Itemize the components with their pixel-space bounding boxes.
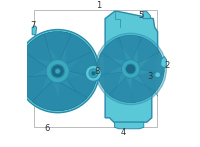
Circle shape (51, 65, 64, 78)
Polygon shape (18, 34, 55, 83)
Text: 8: 8 (94, 67, 100, 76)
Text: 4: 4 (121, 128, 126, 137)
Polygon shape (97, 52, 124, 97)
Circle shape (155, 72, 161, 78)
Text: 3: 3 (148, 72, 153, 81)
Circle shape (126, 64, 136, 74)
Polygon shape (130, 70, 164, 103)
Circle shape (95, 33, 166, 105)
Polygon shape (143, 11, 150, 19)
Circle shape (85, 65, 101, 81)
Polygon shape (61, 66, 85, 81)
Circle shape (55, 69, 60, 74)
Text: 1: 1 (96, 1, 101, 10)
Text: 2: 2 (164, 61, 170, 70)
Polygon shape (57, 72, 97, 111)
Text: 6: 6 (45, 123, 50, 133)
Circle shape (46, 60, 69, 83)
Polygon shape (115, 35, 160, 66)
Polygon shape (21, 32, 71, 63)
Circle shape (121, 60, 140, 78)
Circle shape (16, 30, 99, 113)
Polygon shape (161, 57, 166, 68)
Polygon shape (105, 11, 158, 122)
Circle shape (91, 71, 96, 76)
Polygon shape (99, 35, 142, 62)
Polygon shape (18, 51, 50, 105)
Text: 7: 7 (30, 21, 36, 30)
Polygon shape (138, 36, 164, 75)
Polygon shape (63, 47, 97, 101)
Polygon shape (98, 70, 135, 103)
Polygon shape (97, 37, 129, 79)
Polygon shape (109, 75, 156, 102)
Polygon shape (66, 32, 97, 78)
Polygon shape (19, 72, 63, 111)
Polygon shape (115, 122, 144, 129)
Polygon shape (32, 78, 87, 111)
Text: 5: 5 (138, 11, 143, 20)
Polygon shape (135, 48, 164, 95)
Circle shape (89, 69, 98, 78)
Polygon shape (39, 32, 92, 67)
Polygon shape (32, 26, 37, 35)
